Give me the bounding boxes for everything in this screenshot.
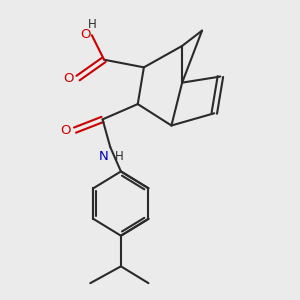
Text: O: O [80, 28, 90, 41]
Text: O: O [63, 72, 74, 85]
Text: O: O [60, 124, 70, 136]
Text: H: H [88, 18, 96, 31]
Text: H: H [115, 150, 124, 163]
Text: N: N [99, 150, 109, 163]
